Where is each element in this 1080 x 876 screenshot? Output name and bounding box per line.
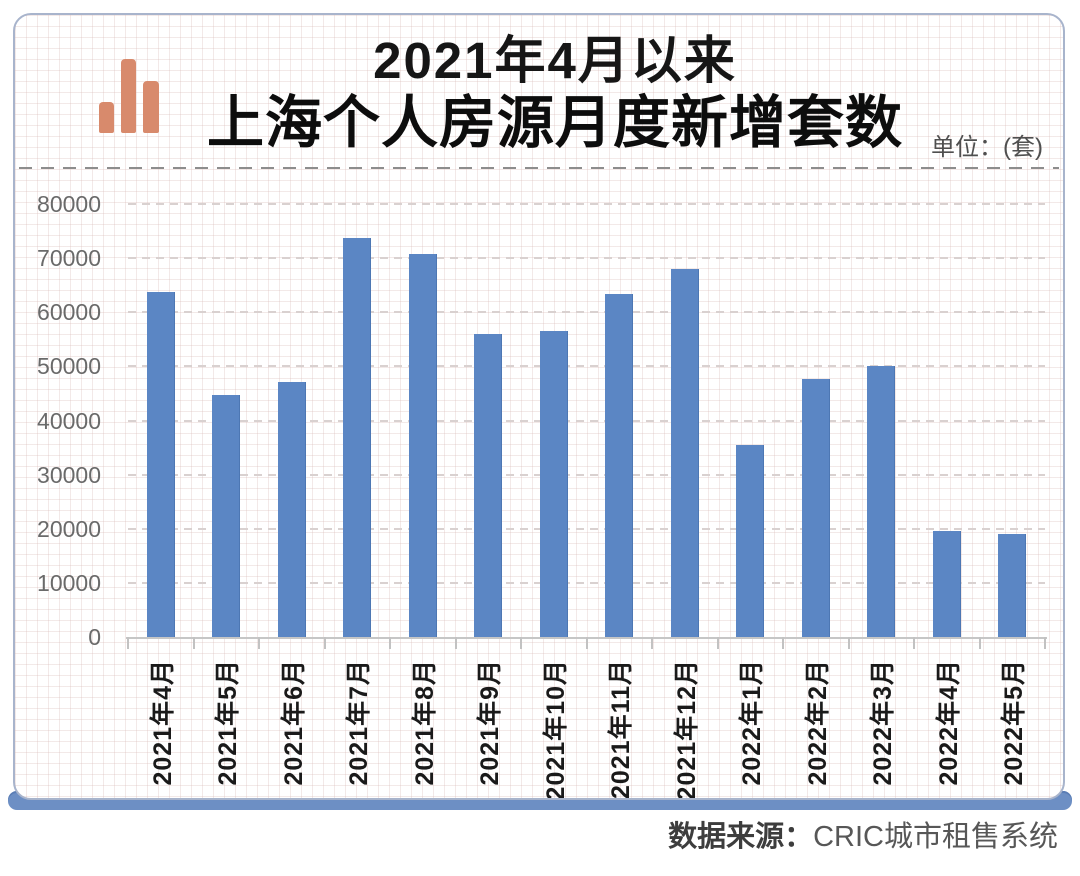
bar-chart-logo-icon <box>99 59 171 133</box>
bar-2021年8月 <box>408 253 437 637</box>
x-axis-tick <box>323 637 326 649</box>
x-axis-tick <box>520 637 522 649</box>
x-axis-tick <box>847 637 850 649</box>
y-axis-tick-label: 80000 <box>37 191 101 217</box>
logo-bar-short <box>99 102 114 133</box>
x-axis-tick <box>389 637 391 649</box>
bar-2021年4月 <box>146 292 175 637</box>
x-axis-tick-label: 2021年9月 <box>456 659 522 798</box>
chart-card: 2021年4月以来 上海个人房源月度新增套数 单位：(套) 0 10000 2000… <box>13 13 1065 800</box>
bar-2022年1月 <box>736 445 765 637</box>
x-axis-label-text: 2022年5月 <box>1000 659 1029 786</box>
gridline-70000 <box>128 257 1045 260</box>
data-source-value: CRIC城市租售系统 <box>813 821 1058 853</box>
x-axis-label-text: 2021年8月 <box>410 659 439 786</box>
unit-label: 单位：(套) <box>931 134 1043 161</box>
x-axis-tick <box>1044 637 1046 649</box>
bar-2021年9月 <box>474 334 503 637</box>
bar-2022年2月 <box>801 378 830 637</box>
logo-bar-medium <box>143 81 159 133</box>
x-axis-tick-label: 2021年4月 <box>128 659 194 798</box>
x-axis-label-text: 2021年9月 <box>476 659 505 786</box>
gridline-60000 <box>128 311 1045 314</box>
dashed-divider <box>19 167 1059 169</box>
data-source-label: 数据来源： <box>668 821 814 853</box>
bar-2021年5月 <box>212 395 241 637</box>
bar-2021年6月 <box>277 381 306 637</box>
y-axis-tick-label: 30000 <box>37 461 101 488</box>
x-axis-label-text: 2021年6月 <box>279 659 308 786</box>
chart-title-line2: 上海个人房源月度新增套数 <box>207 91 903 156</box>
x-axis-tick-label: 2021年6月 <box>259 659 325 798</box>
x-axis-tick <box>782 637 784 649</box>
y-axis-tick-label: 0 <box>88 624 101 650</box>
y-axis-tick-label: 10000 <box>37 569 101 596</box>
x-axis-label-text: 2021年4月 <box>148 659 177 786</box>
gridline-30000 <box>128 473 1045 476</box>
x-axis-tick <box>192 637 195 649</box>
bar-2022年3月 <box>867 366 896 637</box>
x-axis-tick <box>651 637 653 649</box>
x-axis-tick-label: 2021年5月 <box>194 659 260 798</box>
x-axis-label-text: 2022年2月 <box>803 659 832 786</box>
x-axis-tick <box>913 637 915 649</box>
y-axis-tick-label: 70000 <box>37 245 101 272</box>
x-axis-tick-label: 2021年8月 <box>390 659 456 798</box>
x-axis-label-text: 2021年10月 <box>541 659 570 800</box>
y-axis-tick-label: 50000 <box>37 353 101 380</box>
x-axis-tick-label: 2022年3月 <box>849 659 915 798</box>
x-axis-tick-label: 2021年11月 <box>587 659 653 800</box>
x-axis-label-text: 2022年1月 <box>738 659 767 786</box>
y-axis-tick-label: 60000 <box>37 299 101 326</box>
y-axis-tick-label: 40000 <box>37 407 101 434</box>
x-axis-label-text: 2022年4月 <box>934 659 963 786</box>
bar-2022年5月 <box>998 533 1027 637</box>
x-axis-tick <box>978 637 981 649</box>
x-axis-tick-label: 2022年1月 <box>718 659 784 798</box>
gridline-50000 <box>128 365 1045 368</box>
x-axis-tick-label: 2022年2月 <box>783 659 849 798</box>
chart-title-line1: 2021年4月以来 <box>373 32 737 89</box>
bar-2021年10月 <box>539 330 568 637</box>
x-axis-tick <box>716 637 719 649</box>
x-axis-tick <box>258 637 260 649</box>
x-axis-tick <box>585 637 588 649</box>
x-axis-tick <box>454 637 457 649</box>
gridline-40000 <box>128 419 1045 422</box>
gridline-10000 <box>128 581 1045 584</box>
x-axis-tick-label: 2021年7月 <box>325 659 391 798</box>
gridline-80000 <box>128 203 1045 205</box>
chart-title-block: 2021年4月以来 上海个人房源月度新增套数 <box>31 32 1063 156</box>
logo-bar-tall <box>121 59 136 133</box>
bar-2022年4月 <box>932 530 961 637</box>
x-axis-tick-label: 2022年5月 <box>980 659 1046 798</box>
bar-2021年12月 <box>670 268 699 637</box>
x-axis-label-text: 2021年12月 <box>672 659 701 800</box>
x-axis-tick-label: 2021年10月 <box>521 659 587 800</box>
y-axis-tick-label: 20000 <box>37 515 101 542</box>
x-axis-tick <box>127 637 129 649</box>
bar-chart-plot: 0 10000 20000 30000 40000 50000 60000 70000 8000… <box>15 15 1063 798</box>
bar-2021年11月 <box>605 294 634 637</box>
x-axis-label-text: 2021年11月 <box>607 659 636 800</box>
data-source: 数据来源：CRIC城市租售系统 <box>668 820 1058 854</box>
x-axis-label-text: 2021年7月 <box>345 659 374 786</box>
x-axis-tick-label: 2022年4月 <box>914 659 980 798</box>
x-axis-label-text: 2021年5月 <box>214 659 243 786</box>
x-axis-label-text: 2022年3月 <box>869 659 898 786</box>
x-axis-tick-label: 2021年12月 <box>652 659 718 800</box>
gridline-20000 <box>128 527 1045 530</box>
bar-2021年7月 <box>343 238 372 637</box>
